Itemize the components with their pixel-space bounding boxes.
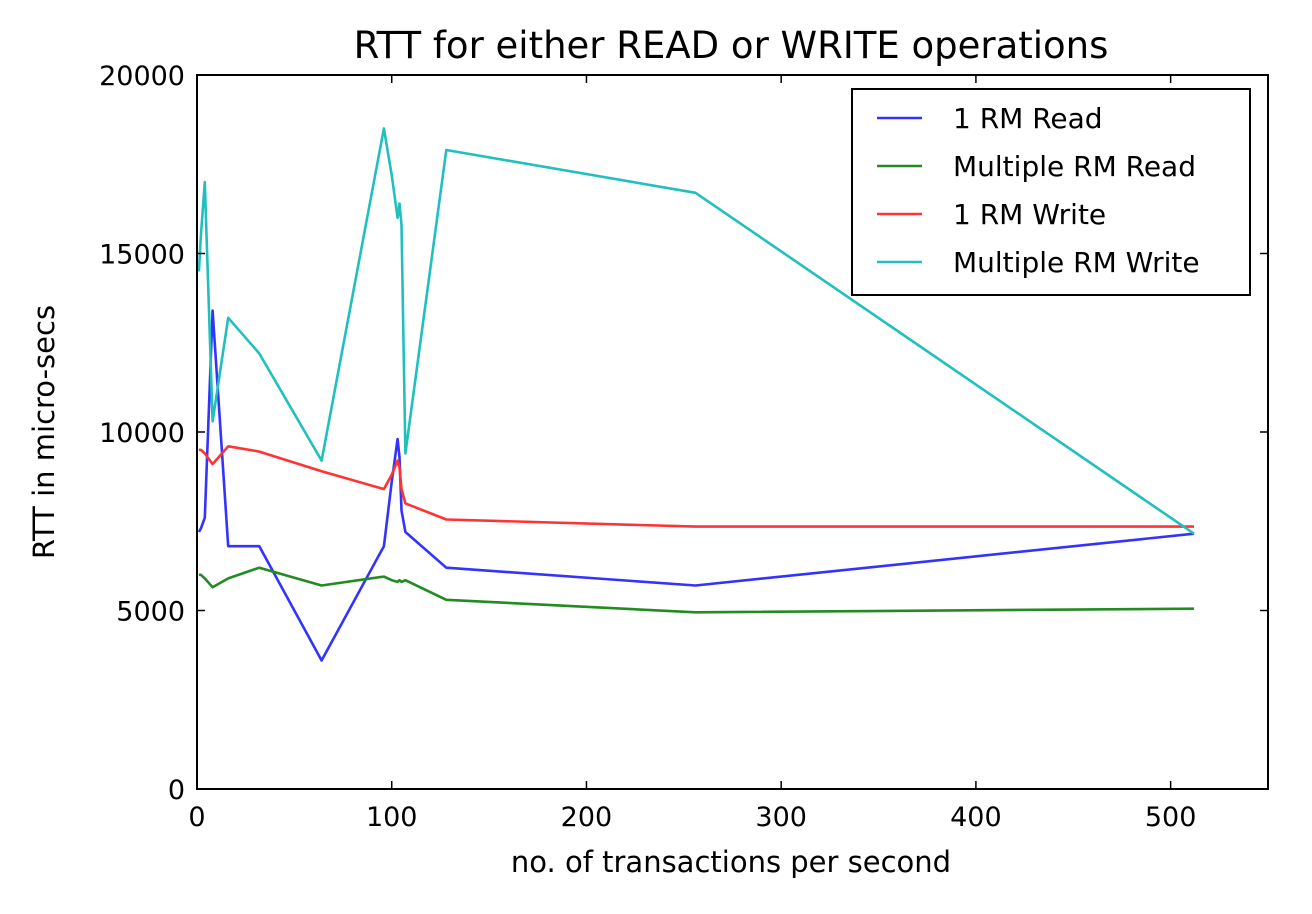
legend-box xyxy=(851,88,1251,296)
x-axis-label: no. of transactions per second xyxy=(511,845,951,879)
x-tick-label: 400 xyxy=(950,802,1002,833)
x-tick-label: 0 xyxy=(188,802,205,833)
series-line-1 xyxy=(197,309,1195,662)
y-tick-label: 20000 xyxy=(99,61,185,92)
series-line-3 xyxy=(198,444,1194,528)
x-tick-label: 300 xyxy=(755,802,807,833)
legend-label-3: 1 RM Write xyxy=(953,198,1106,231)
y-axis-label: RTT in micro-secs xyxy=(27,305,61,559)
legend-label-2: Multiple RM Read xyxy=(953,150,1196,183)
y-tick-label: 10000 xyxy=(99,418,185,449)
y-tick-label: 5000 xyxy=(116,597,185,628)
y-tick-label: 0 xyxy=(168,775,185,806)
y-tick-label: 15000 xyxy=(99,240,185,271)
x-tick-label: 100 xyxy=(366,802,418,833)
x-tick-label: 200 xyxy=(561,802,613,833)
series-line-2 xyxy=(198,566,1195,614)
chart-title: RTT for either READ or WRITE operations xyxy=(354,24,1109,67)
series-group xyxy=(197,127,1195,662)
legend: 1 RM Read Multiple RM Read 1 RM Write Multi… xyxy=(851,88,1251,296)
x-tick-label: 500 xyxy=(1145,802,1197,833)
legend-label-1: 1 RM Read xyxy=(953,102,1103,135)
series-line-4 xyxy=(197,127,1195,535)
legend-label-4: Multiple RM Write xyxy=(953,246,1200,279)
